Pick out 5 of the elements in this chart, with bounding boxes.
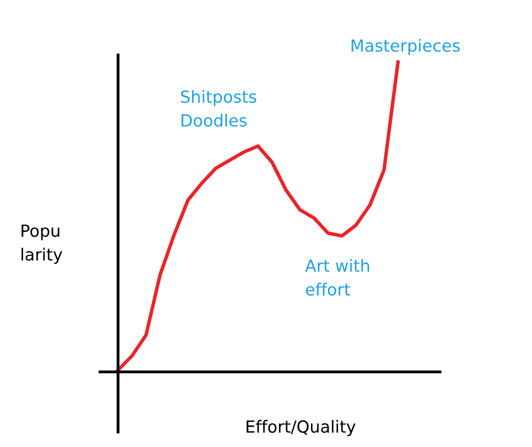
annotation: Art with effort — [305, 259, 370, 296]
x-axis-title: Effort/Quality — [246, 420, 356, 436]
y-axis-title: Popu larity — [22, 224, 62, 264]
text: Masterpieces — [352, 38, 460, 56]
annotation: Shitposts Doodles — [181, 90, 256, 127]
